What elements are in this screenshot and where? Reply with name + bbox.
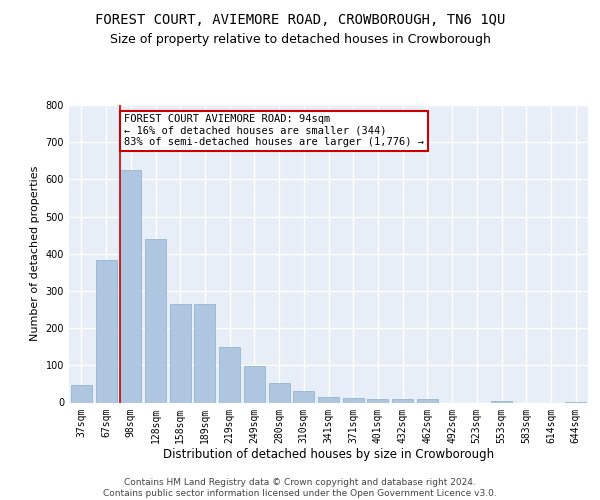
Y-axis label: Number of detached properties: Number of detached properties <box>30 166 40 342</box>
Text: FOREST COURT, AVIEMORE ROAD, CROWBOROUGH, TN6 1QU: FOREST COURT, AVIEMORE ROAD, CROWBOROUGH… <box>95 12 505 26</box>
Bar <box>194 304 215 402</box>
Text: FOREST COURT AVIEMORE ROAD: 94sqm
← 16% of detached houses are smaller (344)
83%: FOREST COURT AVIEMORE ROAD: 94sqm ← 16% … <box>124 114 424 148</box>
Bar <box>170 304 191 402</box>
Bar <box>392 399 413 402</box>
Bar <box>244 366 265 402</box>
Bar <box>95 260 116 402</box>
Bar <box>219 346 240 403</box>
Text: Size of property relative to detached houses in Crowborough: Size of property relative to detached ho… <box>110 32 490 46</box>
Bar <box>367 399 388 402</box>
Bar <box>491 400 512 402</box>
X-axis label: Distribution of detached houses by size in Crowborough: Distribution of detached houses by size … <box>163 448 494 461</box>
Bar <box>120 170 141 402</box>
Bar <box>293 392 314 402</box>
Text: Contains HM Land Registry data © Crown copyright and database right 2024.
Contai: Contains HM Land Registry data © Crown c… <box>103 478 497 498</box>
Bar <box>145 239 166 402</box>
Bar <box>269 383 290 402</box>
Bar <box>343 398 364 402</box>
Bar <box>417 399 438 402</box>
Bar <box>71 384 92 402</box>
Bar <box>318 397 339 402</box>
